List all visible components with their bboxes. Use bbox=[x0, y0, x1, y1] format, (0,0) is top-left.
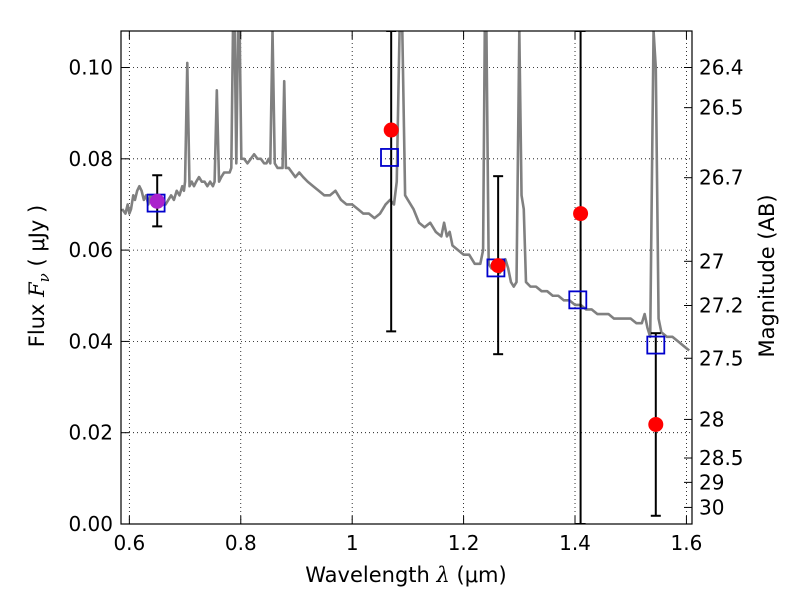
y-axis-label-unit: ( μJy ) bbox=[25, 205, 49, 273]
square-marker bbox=[380, 148, 399, 167]
y2-tick-label: 29 bbox=[699, 470, 724, 494]
y-tick-label: 0.06 bbox=[68, 238, 113, 262]
x-tick-label: 0.6 bbox=[113, 531, 145, 555]
y2-tick-label: 26.5 bbox=[699, 96, 744, 120]
x-axis-label: Wavelength λ (μm) bbox=[305, 563, 506, 587]
error-bars bbox=[152, 31, 661, 524]
plot-frame bbox=[120, 30, 693, 525]
circle-markers bbox=[149, 122, 664, 432]
x-tick-label: 1.4 bbox=[559, 531, 591, 555]
x-tick-label: 1 bbox=[346, 531, 359, 555]
y2-tick-label: 27.5 bbox=[699, 346, 744, 370]
circle-marker bbox=[149, 193, 165, 209]
y-tick-labels: 0.00 0.02 0.04 0.06 0.08 0.10 bbox=[68, 56, 113, 536]
square-marker bbox=[568, 290, 588, 310]
y2-tick-label: 26.4 bbox=[699, 55, 744, 79]
y-axis-label-symbol: F bbox=[25, 281, 49, 298]
circle-marker bbox=[648, 416, 664, 432]
y2-tick-label: 28.5 bbox=[699, 446, 744, 470]
x-tick-label: 1.2 bbox=[448, 531, 480, 555]
y-axis-label-prefix: Flux bbox=[25, 297, 49, 347]
x-axis-label-unit: (μm) bbox=[450, 563, 507, 587]
x-tick-label: 0.8 bbox=[225, 531, 257, 555]
errorbar bbox=[386, 31, 397, 333]
spectrum-line bbox=[121, 31, 691, 352]
x-axis-label-symbol: λ bbox=[436, 563, 450, 587]
x-tick-labels: 0.6 0.8 1 1.2 1.4 1.6 bbox=[113, 531, 702, 555]
y-tick-label: 0.04 bbox=[68, 329, 113, 353]
y2-tick-label: 27.2 bbox=[699, 294, 744, 318]
circle-marker bbox=[573, 206, 589, 222]
y2-tick-label: 27 bbox=[699, 249, 724, 273]
circle-marker bbox=[490, 258, 506, 274]
x-tick-label: 1.6 bbox=[671, 531, 703, 555]
model-spectrum bbox=[121, 31, 691, 352]
circle-marker bbox=[383, 122, 399, 138]
axis-ticks bbox=[121, 31, 692, 525]
y-axis-label: Flux Fν ( μJy ) bbox=[25, 205, 53, 347]
y-tick-label: 0.02 bbox=[68, 421, 113, 445]
y2-tick-label: 28 bbox=[699, 407, 724, 431]
errorbar bbox=[575, 31, 586, 524]
x-axis-label-prefix: Wavelength bbox=[305, 563, 436, 587]
square-marker bbox=[646, 335, 666, 355]
y2-tick-label: 26.7 bbox=[699, 166, 744, 190]
y2-tick-label: 30 bbox=[699, 495, 724, 519]
y-tick-label: 0.10 bbox=[68, 56, 113, 80]
y-tick-label: 0.08 bbox=[68, 147, 113, 171]
y2-axis-label: Magnitude (AB) bbox=[755, 194, 779, 357]
plot-background bbox=[121, 31, 692, 524]
y-axis-label-subscript: ν bbox=[35, 273, 53, 282]
y-tick-label: 0.00 bbox=[68, 512, 113, 536]
